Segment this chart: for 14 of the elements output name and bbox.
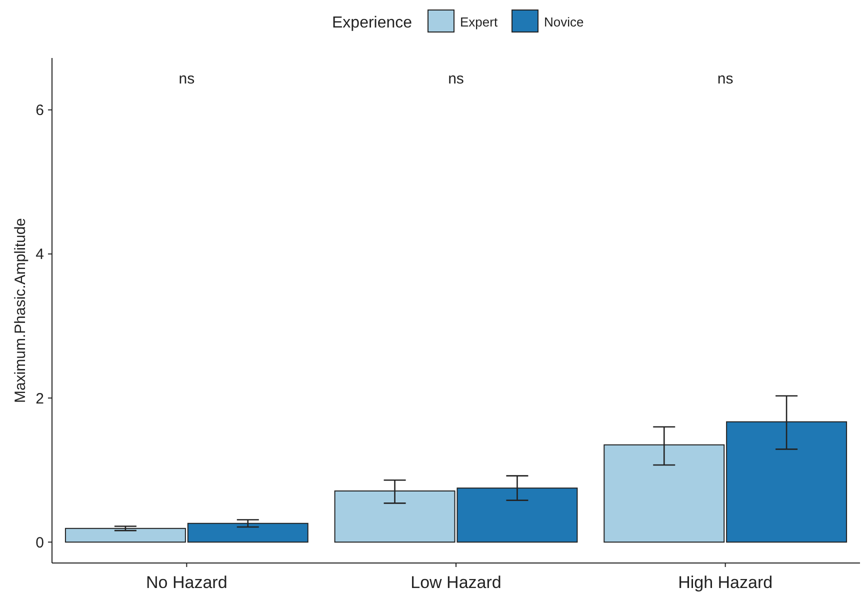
legend-label: Novice bbox=[544, 14, 584, 30]
legend-title: Experience bbox=[332, 14, 412, 32]
y-tick-label: 0 bbox=[36, 534, 44, 552]
y-tick-label: 2 bbox=[36, 390, 44, 408]
x-tick-label: High Hazard bbox=[678, 573, 773, 592]
x-tick-label: No Hazard bbox=[146, 573, 228, 592]
y-tick-label: 6 bbox=[36, 102, 44, 120]
x-tick-label: Low Hazard bbox=[410, 573, 502, 592]
y-axis-title: Maximum.Phasic.Amplitude bbox=[12, 218, 29, 404]
annotation: ns bbox=[178, 70, 195, 88]
annotation: ns bbox=[448, 70, 464, 88]
legend-label: Expert bbox=[460, 14, 498, 30]
annotation: ns bbox=[717, 70, 734, 88]
y-tick-label: 4 bbox=[36, 246, 44, 264]
